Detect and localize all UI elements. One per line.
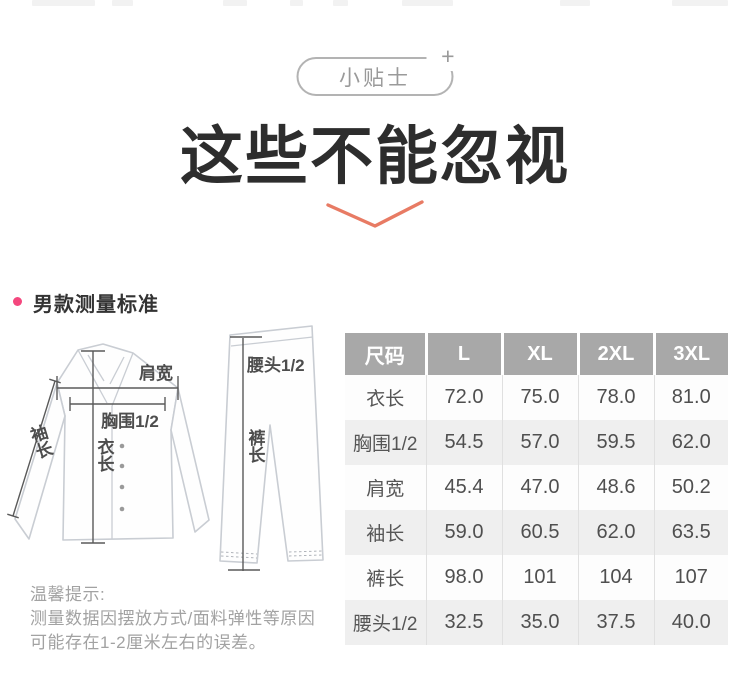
table-row: 袖长 59.0 60.5 62.0 63.5 <box>345 510 728 555</box>
table-row: 腰头1/2 32.5 35.0 37.5 40.0 <box>345 600 728 645</box>
cropped-text-fragment <box>560 0 590 6</box>
table-row: 裤长 98.0 101 104 107 <box>345 555 728 600</box>
label-chest-half: 胸围1/2 <box>101 411 159 431</box>
cell: 40.0 <box>653 600 728 645</box>
hem-dashed-lines <box>220 550 323 559</box>
cropped-text-fragment <box>333 0 348 6</box>
notes-line-1: 测量数据因摆放方式/面料弹性等原因 <box>30 609 316 628</box>
cell: 48.6 <box>577 465 654 510</box>
size-table-header-row: 尺码 L XL 2XL 3XL <box>345 333 728 375</box>
cell: 35.0 <box>501 600 578 645</box>
page-title: 这些不能忽视 <box>180 122 570 192</box>
cropped-text-fragment <box>672 0 728 6</box>
cropped-text-fragment <box>223 0 247 6</box>
cell: 50.2 <box>653 465 728 510</box>
section-bullet-dot <box>13 297 22 306</box>
cropped-text-fragment <box>402 0 453 6</box>
cell: 32.5 <box>425 600 502 645</box>
row-label: 腰头1/2 <box>353 614 418 635</box>
tips-badge-label: 小贴士 <box>339 66 411 90</box>
row-label: 裤长 <box>366 569 405 590</box>
col-header-3xl: 3XL <box>652 333 728 375</box>
cell: 62.0 <box>653 420 728 465</box>
tips-badge: 小贴士 + <box>296 45 455 96</box>
size-table: 尺码 L XL 2XL 3XL 衣长 72.0 75.0 78.0 81.0 胸… <box>345 333 728 645</box>
cell: 37.5 <box>577 600 654 645</box>
cell: 59.5 <box>577 420 654 465</box>
cell: 60.5 <box>501 510 578 555</box>
cell: 98.0 <box>425 555 502 600</box>
cell: 62.0 <box>577 510 654 555</box>
notes-line-2: 可能存在1-2厘米左右的误差。 <box>30 633 267 652</box>
pajama-top-outline <box>14 343 210 541</box>
label-top-length: 衣长 <box>95 437 115 473</box>
waistband-line <box>230 336 314 347</box>
chevron-down-icon <box>325 199 425 236</box>
cell: 107 <box>653 555 728 600</box>
row-label: 肩宽 <box>366 479 405 500</box>
row-label: 衣长 <box>366 389 405 410</box>
cropped-text-fragment <box>112 0 133 6</box>
row-label: 胸围1/2 <box>353 434 418 455</box>
table-row: 胸围1/2 54.5 57.0 59.5 62.0 <box>345 420 728 465</box>
label-pant-length: 裤长 <box>246 428 266 464</box>
cropped-text-fragment <box>290 0 303 6</box>
row-label: 袖长 <box>366 524 405 545</box>
collar-lines <box>77 349 134 539</box>
cell: 72.0 <box>425 375 502 420</box>
cell: 101 <box>501 555 578 600</box>
cell: 63.5 <box>653 510 728 555</box>
col-header-size: 尺码 <box>345 333 426 375</box>
cell: 54.5 <box>425 420 502 465</box>
section-heading: 男款测量标准 <box>33 294 159 316</box>
pajama-pants-outline <box>219 325 324 564</box>
col-header-2xl: 2XL <box>576 333 654 375</box>
plus-icon: + <box>441 43 458 69</box>
measurement-lines <box>7 336 262 571</box>
notes-block: 温馨提示: 测量数据因摆放方式/面料弹性等原因 可能存在1-2厘米左右的误差。 <box>30 583 315 655</box>
badge-border-gap <box>426 56 455 71</box>
cell: 59.0 <box>425 510 502 555</box>
col-header-l: L <box>424 333 502 375</box>
cell: 75.0 <box>501 375 578 420</box>
cropped-text-fragment <box>32 0 95 6</box>
cell: 78.0 <box>577 375 654 420</box>
table-row: 衣长 72.0 75.0 78.0 81.0 <box>345 375 728 420</box>
button-dots <box>119 443 125 512</box>
table-row: 肩宽 45.4 47.0 48.6 50.2 <box>345 465 728 510</box>
cell: 47.0 <box>501 465 578 510</box>
cell: 45.4 <box>425 465 502 510</box>
label-shoulder-width: 肩宽 <box>139 363 173 383</box>
notes-title: 温馨提示: <box>30 585 106 604</box>
label-waist-half: 腰头1/2 <box>247 356 305 375</box>
cell: 81.0 <box>653 375 728 420</box>
measurement-diagram: 肩宽 胸围1/2 衣长 袖长 腰头1/2 裤长 <box>0 313 340 593</box>
cell: 104 <box>577 555 654 600</box>
cell: 57.0 <box>501 420 578 465</box>
col-header-xl: XL <box>500 333 578 375</box>
